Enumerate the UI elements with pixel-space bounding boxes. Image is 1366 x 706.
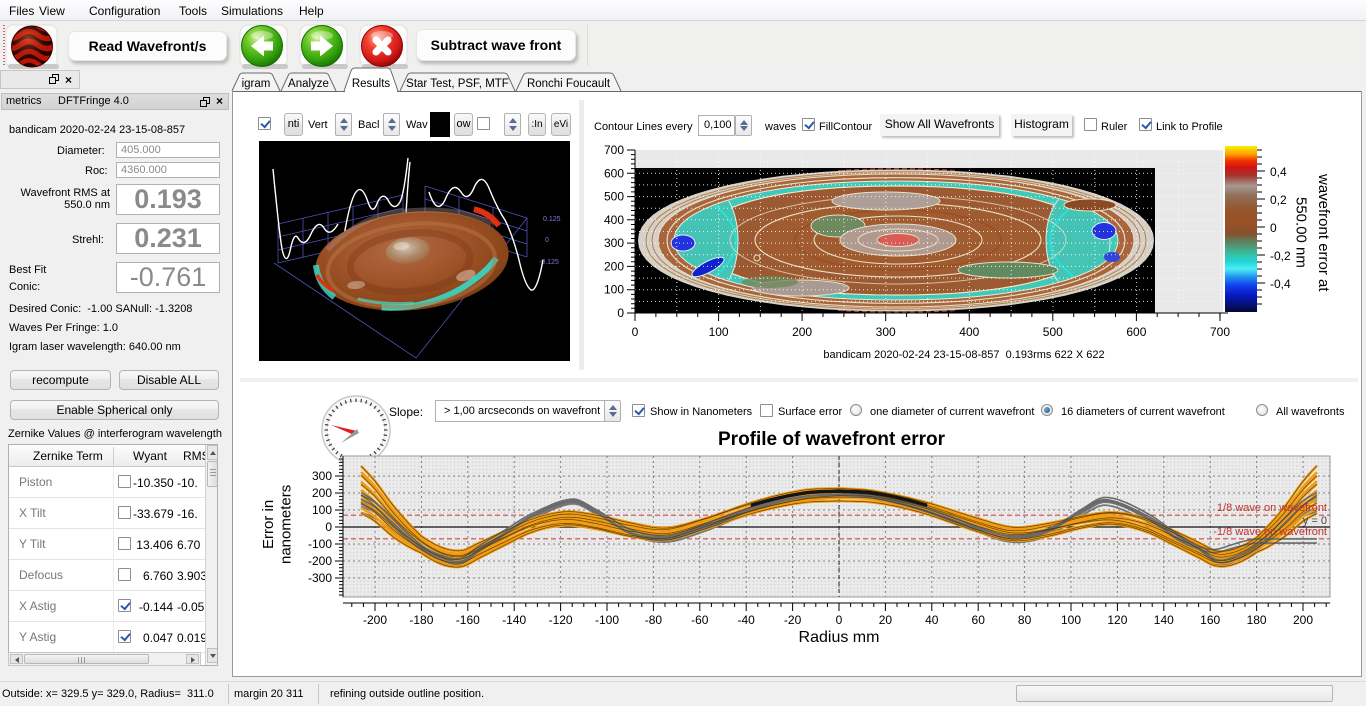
svg-text:100: 100 xyxy=(312,503,332,517)
svg-text:20: 20 xyxy=(879,613,893,627)
svg-text:0: 0 xyxy=(1270,221,1277,235)
svg-text:0: 0 xyxy=(632,325,639,339)
svg-text:500: 500 xyxy=(604,190,624,204)
svg-text:-180: -180 xyxy=(409,613,433,627)
svg-text:140: 140 xyxy=(1154,613,1174,627)
svg-text:500: 500 xyxy=(1043,325,1063,339)
svg-text:600: 600 xyxy=(1126,325,1146,339)
svg-text:Star Test, PSF, MTF: Star Test, PSF, MTF xyxy=(406,78,509,90)
svg-text:200: 200 xyxy=(1293,613,1313,627)
svg-text:-140: -140 xyxy=(502,613,526,627)
svg-text:100: 100 xyxy=(1061,613,1081,627)
svg-text:400: 400 xyxy=(604,213,624,227)
svg-text:160: 160 xyxy=(1200,613,1220,627)
svg-text:Analyze: Analyze xyxy=(288,78,329,90)
svg-text:600: 600 xyxy=(604,166,624,180)
svg-text:200: 200 xyxy=(604,259,624,273)
svg-text:Results: Results xyxy=(352,78,391,90)
svg-text:40: 40 xyxy=(925,613,939,627)
svg-text:-160: -160 xyxy=(456,613,480,627)
svg-text:-80: -80 xyxy=(645,613,663,627)
svg-text:100: 100 xyxy=(604,283,624,297)
svg-text:-40: -40 xyxy=(738,613,756,627)
svg-text:-100: -100 xyxy=(308,537,332,551)
svg-text:-120: -120 xyxy=(549,613,573,627)
svg-text:-0,2: -0,2 xyxy=(1270,249,1291,263)
svg-text:700: 700 xyxy=(1210,325,1230,339)
svg-text:-20: -20 xyxy=(784,613,802,627)
svg-text:0: 0 xyxy=(545,237,549,244)
svg-text:0,2: 0,2 xyxy=(1270,193,1287,207)
svg-text:400: 400 xyxy=(959,325,979,339)
svg-text:200: 200 xyxy=(792,325,812,339)
svg-text:0,4: 0,4 xyxy=(1270,165,1287,179)
svg-text:700: 700 xyxy=(604,143,624,157)
svg-text:0: 0 xyxy=(836,613,843,627)
svg-text:0: 0 xyxy=(325,520,332,534)
svg-text:-1/8 wave on wavefront: -1/8 wave on wavefront xyxy=(1213,526,1327,538)
svg-text:300: 300 xyxy=(312,469,332,483)
svg-text:180: 180 xyxy=(1247,613,1267,627)
svg-text:100: 100 xyxy=(709,325,729,339)
svg-text:120: 120 xyxy=(1107,613,1127,627)
svg-text:Radius mm: Radius mm xyxy=(799,629,880,646)
svg-text:-60: -60 xyxy=(691,613,709,627)
svg-text:-300: -300 xyxy=(308,571,332,585)
svg-text:0: 0 xyxy=(617,306,624,320)
svg-text:0.125: 0.125 xyxy=(543,216,561,223)
svg-text:-200: -200 xyxy=(363,613,387,627)
svg-text:y = 0: y = 0 xyxy=(1303,515,1327,527)
svg-text:300: 300 xyxy=(876,325,896,339)
svg-text:-0,4: -0,4 xyxy=(1270,277,1291,291)
svg-text:igram: igram xyxy=(242,78,271,90)
svg-text:80: 80 xyxy=(1018,613,1032,627)
svg-text:-0.125: -0.125 xyxy=(539,259,559,266)
svg-text:60: 60 xyxy=(972,613,986,627)
svg-text:200: 200 xyxy=(312,486,332,500)
svg-text:300: 300 xyxy=(604,236,624,250)
svg-text:1/8 wave on wavefront: 1/8 wave on wavefront xyxy=(1217,502,1327,514)
svg-text:bandicam 2020-02-24 23-15-08-8: bandicam 2020-02-24 23-15-08-857 0.193rm… xyxy=(823,349,1104,361)
svg-text:-100: -100 xyxy=(595,613,619,627)
svg-text:-200: -200 xyxy=(308,554,332,568)
svg-text:Ronchi Foucault: Ronchi Foucault xyxy=(527,78,611,90)
